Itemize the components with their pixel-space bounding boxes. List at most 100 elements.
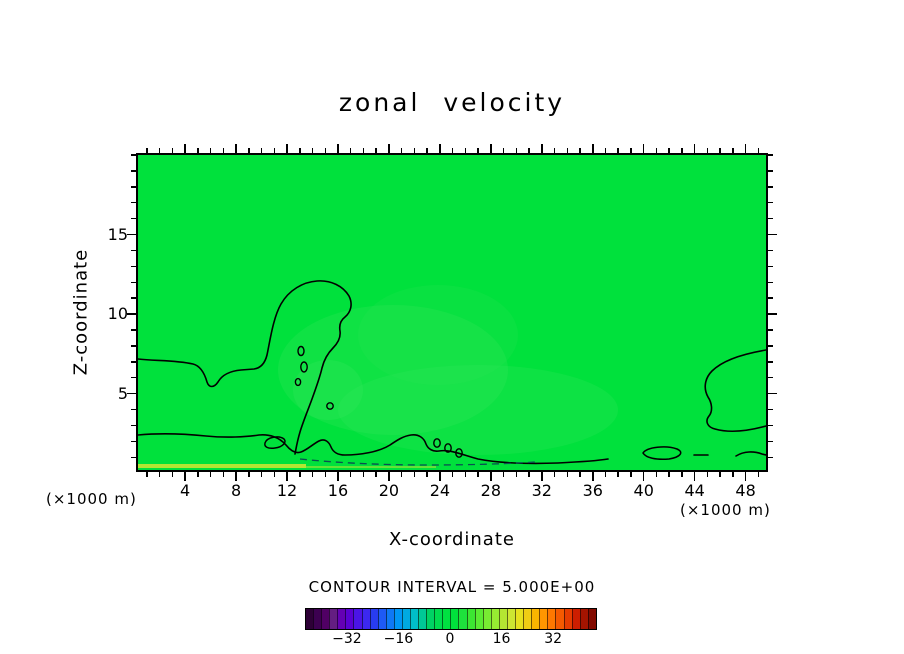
colorbar-segment — [563, 609, 572, 629]
right-axis-minor-tick — [768, 170, 773, 172]
bottom-axis-minor-tick — [553, 472, 556, 477]
bottom-axis-minor-tick — [349, 472, 352, 477]
top-axis-minor-tick — [655, 148, 658, 153]
top-axis-minor-tick — [477, 148, 479, 153]
left-axis-minor-tick — [131, 408, 136, 411]
colorbar-tick-label: 0 — [445, 631, 455, 647]
x-tick-label: 12 — [276, 481, 298, 500]
colorbar-segment — [321, 609, 330, 629]
colorbar-segment — [385, 609, 394, 629]
colorbar-segment — [434, 609, 443, 629]
y-axis-unit-label: (×1000 m) — [46, 490, 137, 508]
right-axis-minor-tick — [768, 281, 773, 284]
top-axis-minor-tick — [413, 148, 416, 153]
tiny-closed-contour — [300, 361, 308, 373]
top-axis-major-tick — [337, 144, 339, 153]
colorbar-segment — [506, 609, 516, 629]
top-axis-minor-tick — [349, 148, 352, 153]
colorbar-segment — [353, 609, 362, 629]
top-axis-major-tick — [439, 144, 441, 153]
colorbar-tick-label: −16 — [383, 631, 414, 647]
bottom-axis-major-tick — [184, 472, 186, 481]
tiny-closed-contour — [297, 345, 305, 357]
right-axis-minor-tick — [768, 345, 773, 347]
right-axis-minor-tick — [768, 424, 773, 427]
surface-positive-band — [306, 466, 436, 468]
bottom-axis-minor-tick — [158, 472, 161, 477]
surface-positive-band — [138, 464, 306, 468]
bottom-axis-minor-tick — [502, 472, 505, 477]
light-patch — [358, 285, 518, 385]
top-axis-minor-tick — [681, 148, 683, 153]
bottom-axis-minor-tick — [655, 472, 658, 477]
contour-interval-label: CONTOUR INTERVAL = 5.000E+00 — [308, 578, 596, 596]
top-axis-minor-tick — [146, 148, 148, 153]
zero-contour-left-lobe — [138, 280, 352, 455]
colorbar-segment — [361, 609, 370, 629]
bottom-axis-minor-tick — [566, 472, 569, 477]
left-axis-minor-tick — [131, 329, 136, 331]
bottom-axis-minor-tick — [464, 472, 467, 477]
right-axis-minor-tick — [768, 440, 773, 443]
colorbar-segment — [377, 609, 386, 629]
bottom-axis-major-tick — [642, 472, 645, 481]
colorbar-segment — [345, 609, 354, 629]
top-axis-major-tick — [286, 144, 288, 153]
top-axis-minor-tick — [464, 148, 467, 153]
bottom-axis-minor-tick — [451, 472, 454, 477]
top-axis-minor-tick — [362, 148, 365, 153]
bottom-axis-minor-tick — [604, 472, 607, 477]
light-patch — [293, 360, 363, 420]
bottom-axis-minor-tick — [706, 472, 709, 477]
right-axis-minor-tick — [768, 376, 773, 379]
right-axis-minor-tick — [768, 297, 773, 299]
top-axis-major-tick — [388, 144, 390, 153]
right-axis-major-tick — [768, 313, 777, 315]
bottom-axis-major-tick — [744, 472, 747, 481]
colorbar-segment — [490, 609, 499, 629]
left-axis-minor-tick — [131, 376, 136, 379]
top-axis-minor-tick — [719, 148, 721, 153]
bottom-axis-minor-tick — [248, 472, 250, 477]
colorbar-segment — [539, 609, 548, 629]
bottom-axis-minor-tick — [413, 472, 416, 477]
colorbar-segment — [426, 609, 435, 629]
top-axis-minor-tick — [553, 148, 556, 153]
right-axis-minor-tick — [768, 217, 773, 220]
bottom-axis-major-tick — [439, 472, 441, 481]
left-axis-major-tick — [127, 313, 136, 315]
top-axis-minor-tick — [579, 148, 581, 153]
x-tick-label: 40 — [633, 481, 654, 500]
x-axis-unit-label: (×1000 m) — [680, 501, 771, 519]
tiny-closed-contour — [455, 448, 463, 458]
right-axis-minor-tick — [768, 456, 773, 459]
top-axis-minor-tick — [400, 148, 403, 153]
top-axis-major-tick — [235, 144, 237, 153]
top-axis-minor-tick — [706, 148, 709, 153]
bottom-axis-major-tick — [235, 472, 237, 481]
left-axis-minor-tick — [131, 440, 136, 443]
bottom-axis-minor-tick — [222, 472, 225, 477]
bottom-axis-minor-tick — [375, 472, 377, 477]
left-axis-major-tick — [127, 392, 136, 395]
left-axis-minor-tick — [131, 297, 136, 299]
left-axis-minor-tick — [131, 265, 136, 268]
colorbar-segment — [401, 609, 411, 629]
bottom-axis-minor-tick — [668, 472, 670, 477]
colorbar-tick-label: 16 — [492, 631, 511, 647]
colorbar-segment — [555, 609, 564, 629]
colorbar-segment — [466, 609, 475, 629]
bottom-axis-minor-tick — [273, 472, 276, 477]
y-tick-label: 5 — [117, 383, 128, 403]
bottom-axis-major-tick — [693, 472, 696, 481]
bottom-axis-minor-tick — [209, 472, 212, 477]
bottom-axis-major-tick — [337, 472, 339, 481]
bottom-axis-major-tick — [286, 472, 288, 481]
colorbar-segment — [474, 609, 483, 629]
zero-contour-surface-line — [138, 433, 609, 465]
colorbar-tick-label: −32 — [332, 631, 362, 647]
top-axis-major-tick — [744, 144, 747, 153]
right-axis-major-tick — [768, 392, 777, 395]
top-axis-minor-tick — [604, 148, 607, 153]
top-axis-minor-tick — [171, 148, 174, 153]
